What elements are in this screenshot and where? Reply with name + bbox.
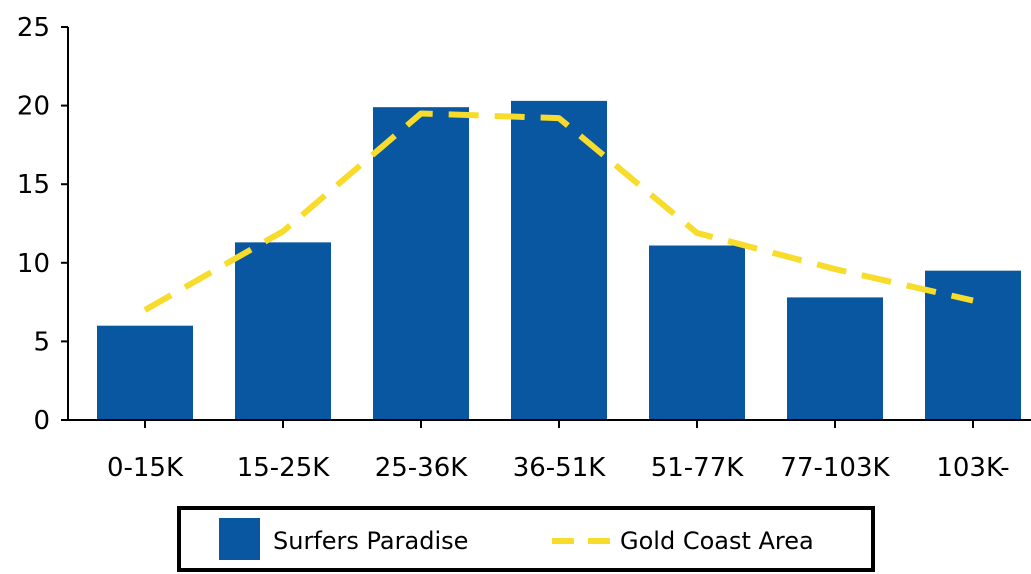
y-axis: 0 5 10 15 20 25 [17,13,69,436]
x-tick-label: 77-103K [780,453,890,483]
x-axis: 0-15K 15-25K 25-36K 36-51K 51-77K 77-103K 103K… [68,419,1031,483]
y-tick-label: 20 [17,92,50,122]
x-tick-label: 36-51K [513,453,607,483]
x-ticks: 0-15K 15-25K 25-36K 36-51K 51-77K 77-103K 103K… [107,420,1010,483]
bar-51-77K [649,245,745,420]
gold-coast-line [143,110,974,313]
x-tick-label: 15-25K [237,453,331,483]
bar-25-36K [373,107,469,420]
bar-36-51K [511,100,607,420]
bar-103K- [925,270,1021,420]
bar-0-15K [97,325,193,420]
y-tick-label: 5 [33,327,50,357]
legend-label-bar: Surfers Paradise [273,527,468,555]
y-tick-label: 15 [17,170,50,200]
legend-box [177,506,875,572]
legend-label-line: Gold Coast Area [620,527,814,555]
x-tick-label: 25-36K [375,453,469,483]
legend: Surfers Paradise Gold Coast Area [177,506,875,572]
x-tick-label: 51-77K [651,453,745,483]
bars [97,100,1021,420]
x-tick-label: 103K- [936,453,1009,483]
x-tick-label: 0-15K [107,453,184,483]
y-tick-label: 25 [17,13,50,43]
y-tick-label: 0 [33,406,50,436]
bar-15-25K [235,242,331,420]
y-tick-label: 10 [17,249,50,279]
y-ticks: 0 5 10 15 20 25 [17,13,68,436]
legend-swatch-bar [219,518,260,560]
bar-77-103K [787,297,883,420]
